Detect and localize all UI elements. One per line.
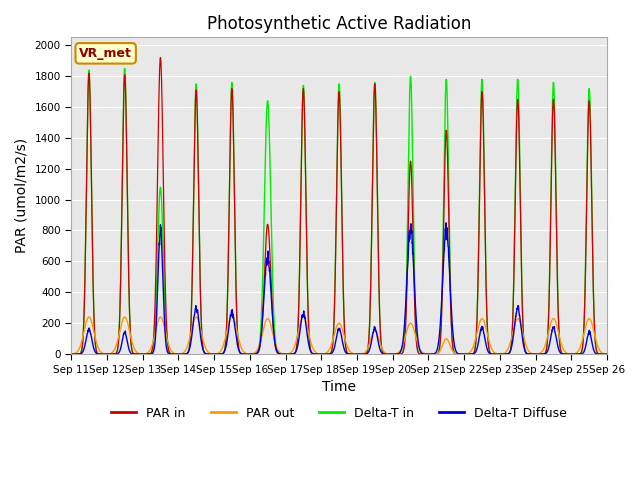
Delta-T Diffuse	[442, 220, 450, 226]
PAR out	[366, 338, 374, 344]
PAR out	[228, 312, 236, 318]
PAR in	[217, 351, 225, 357]
Delta-T Diffuse	[67, 351, 75, 357]
PAR in	[556, 344, 564, 349]
Legend: PAR in, PAR out, Delta-T in, Delta-T Diffuse: PAR in, PAR out, Delta-T in, Delta-T Dif…	[106, 402, 572, 424]
PAR in	[389, 351, 397, 357]
Delta-T in	[217, 351, 225, 357]
Delta-T in	[67, 351, 75, 357]
Delta-T Diffuse	[495, 351, 503, 357]
Y-axis label: PAR (umol/m2/s): PAR (umol/m2/s)	[15, 138, 29, 253]
PAR out	[571, 351, 579, 357]
PAR in	[603, 351, 611, 357]
PAR in	[156, 55, 164, 60]
Line: PAR in: PAR in	[71, 58, 607, 354]
Delta-T Diffuse	[571, 351, 579, 357]
PAR out	[495, 351, 503, 357]
PAR out	[67, 351, 75, 357]
PAR in	[67, 351, 75, 357]
X-axis label: Time: Time	[322, 380, 356, 394]
Delta-T in	[556, 341, 564, 347]
Title: Photosynthetic Active Radiation: Photosynthetic Active Radiation	[207, 15, 471, 33]
PAR out	[603, 351, 611, 357]
PAR in	[366, 302, 374, 308]
Line: Delta-T Diffuse: Delta-T Diffuse	[71, 223, 607, 354]
Delta-T Diffuse	[355, 351, 362, 357]
PAR out	[217, 348, 225, 354]
Line: PAR out: PAR out	[71, 315, 607, 354]
Delta-T in	[571, 351, 579, 357]
PAR in	[495, 351, 503, 357]
PAR out	[556, 336, 564, 342]
Delta-T in	[366, 302, 374, 308]
Delta-T Diffuse	[366, 344, 374, 350]
Delta-T in	[495, 351, 502, 357]
Delta-T in	[355, 351, 362, 357]
Delta-T Diffuse	[603, 351, 611, 357]
Delta-T Diffuse	[103, 351, 111, 357]
Delta-T in	[121, 66, 129, 72]
PAR out	[355, 351, 362, 357]
Delta-T in	[603, 351, 611, 357]
Delta-T Diffuse	[217, 351, 225, 357]
PAR in	[571, 351, 579, 357]
Delta-T in	[568, 351, 575, 357]
Line: Delta-T in: Delta-T in	[71, 69, 607, 354]
Text: VR_met: VR_met	[79, 47, 132, 60]
PAR in	[355, 351, 362, 357]
PAR out	[425, 351, 433, 357]
Delta-T Diffuse	[556, 349, 564, 355]
